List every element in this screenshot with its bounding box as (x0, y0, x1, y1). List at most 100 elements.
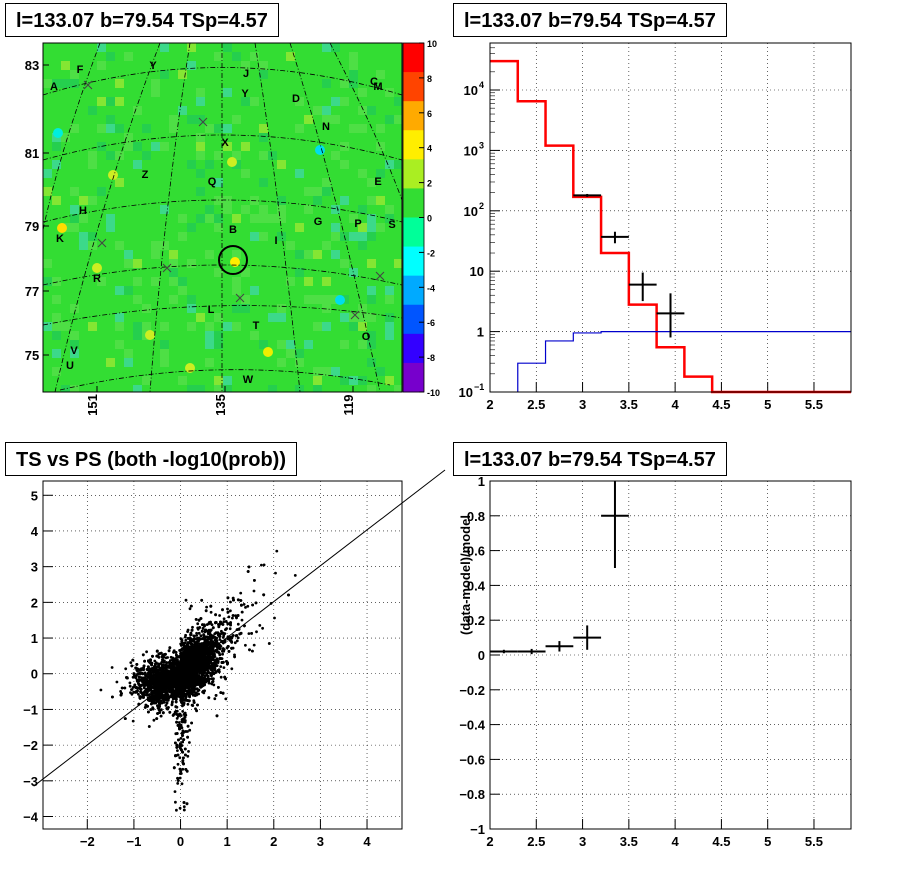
map-pixel (205, 322, 214, 331)
source-label: M (373, 81, 382, 93)
scatter-point (131, 675, 135, 679)
scatter-point (261, 626, 264, 630)
scatter-point (218, 653, 222, 657)
colorbar-segment (403, 130, 424, 160)
map-pixel (304, 295, 313, 304)
scatter-point (217, 625, 221, 629)
map-pixel (232, 304, 241, 313)
map-longitude-line (149, 42, 191, 393)
map-pixel (358, 223, 367, 232)
map-pixel (349, 124, 358, 133)
scatter-point (258, 624, 262, 627)
spectrum-x-tick-label: 2 (486, 397, 493, 412)
map-pixel (97, 97, 106, 106)
map-pixel (322, 79, 331, 88)
map-pixel (79, 232, 88, 241)
map-pixel (88, 241, 97, 250)
map-pixel (142, 322, 151, 331)
map-pixel (340, 340, 349, 349)
map-pixel (187, 61, 196, 70)
map-pixel (196, 385, 205, 392)
map-pixel (367, 259, 376, 268)
map-pixel (151, 277, 160, 286)
spectrum-y-tick-exponent: 2 (479, 201, 484, 211)
map-pixel (115, 178, 124, 187)
map-pixel (358, 313, 367, 322)
map-pixel (241, 61, 250, 70)
map-pixel (322, 106, 331, 115)
spectrum-y-tick-label: 10 (464, 83, 478, 98)
map-pixel (358, 232, 367, 241)
map-pixel (232, 52, 241, 61)
map-pixel (178, 277, 187, 286)
scatter-point (254, 601, 258, 605)
map-pixel (169, 250, 178, 259)
colorbar-segment (403, 275, 424, 306)
map-pixel (313, 385, 322, 392)
map-pixel (385, 376, 394, 385)
scatter-point (260, 563, 263, 567)
map-pixel (160, 241, 169, 250)
map-pixel (196, 313, 205, 322)
map-pixel (358, 205, 367, 214)
map-longitude-line (54, 42, 161, 393)
map-pixel (178, 376, 187, 385)
scatter-point (247, 632, 251, 635)
map-pixel (124, 349, 133, 358)
scatter-point (198, 626, 202, 629)
map-y-tick-label: 81 (25, 146, 39, 161)
map-pixel (187, 43, 196, 52)
scatter-point (239, 591, 243, 595)
map-pixel (106, 151, 115, 160)
colorbar-segment (403, 246, 424, 277)
map-pixel (376, 124, 385, 133)
map-pixel (169, 277, 178, 286)
map-pixel (367, 223, 376, 232)
map-pixel (52, 313, 61, 322)
map-pixel (214, 178, 223, 187)
scatter-point (177, 721, 181, 724)
scatter-point (186, 702, 190, 706)
map-hotspot (185, 363, 195, 373)
map-pixel (286, 340, 295, 349)
map-pixel (160, 205, 169, 214)
map-pixel (277, 196, 286, 205)
scatter-point (183, 716, 187, 719)
map-pixel (160, 340, 169, 349)
map-pixel (295, 385, 304, 392)
map-pixel (169, 124, 178, 133)
scatter-point (235, 639, 239, 643)
map-pixel (160, 43, 169, 52)
source-label: S (388, 219, 395, 231)
source-label: B (229, 224, 237, 236)
map-pixel (214, 196, 223, 205)
map-pixel (133, 385, 142, 392)
map-pixel (322, 304, 331, 313)
map-pixel (340, 376, 349, 385)
scatter-point (227, 615, 231, 619)
map-pixel (349, 70, 358, 79)
map-pixel (277, 304, 286, 313)
scatter-point (196, 703, 199, 707)
map-pixel (70, 79, 79, 88)
map-pixel (232, 115, 241, 124)
map-pixel (277, 232, 286, 241)
scatter-point (170, 701, 174, 704)
scatter-point (222, 634, 226, 638)
map-pixel (286, 277, 295, 286)
map-pixel (322, 277, 331, 286)
map-pixel (187, 295, 196, 304)
scatter-point (222, 617, 226, 621)
map-pixel (223, 88, 232, 97)
source-label: C (370, 76, 378, 88)
map-pixel (241, 169, 250, 178)
scatter-point (99, 688, 103, 692)
map-pixel (79, 214, 88, 223)
scatter-point (244, 643, 247, 647)
scatter-point (175, 720, 179, 724)
map-pixel (169, 115, 178, 124)
map-pixel (385, 205, 394, 214)
map-pixel (250, 214, 259, 223)
